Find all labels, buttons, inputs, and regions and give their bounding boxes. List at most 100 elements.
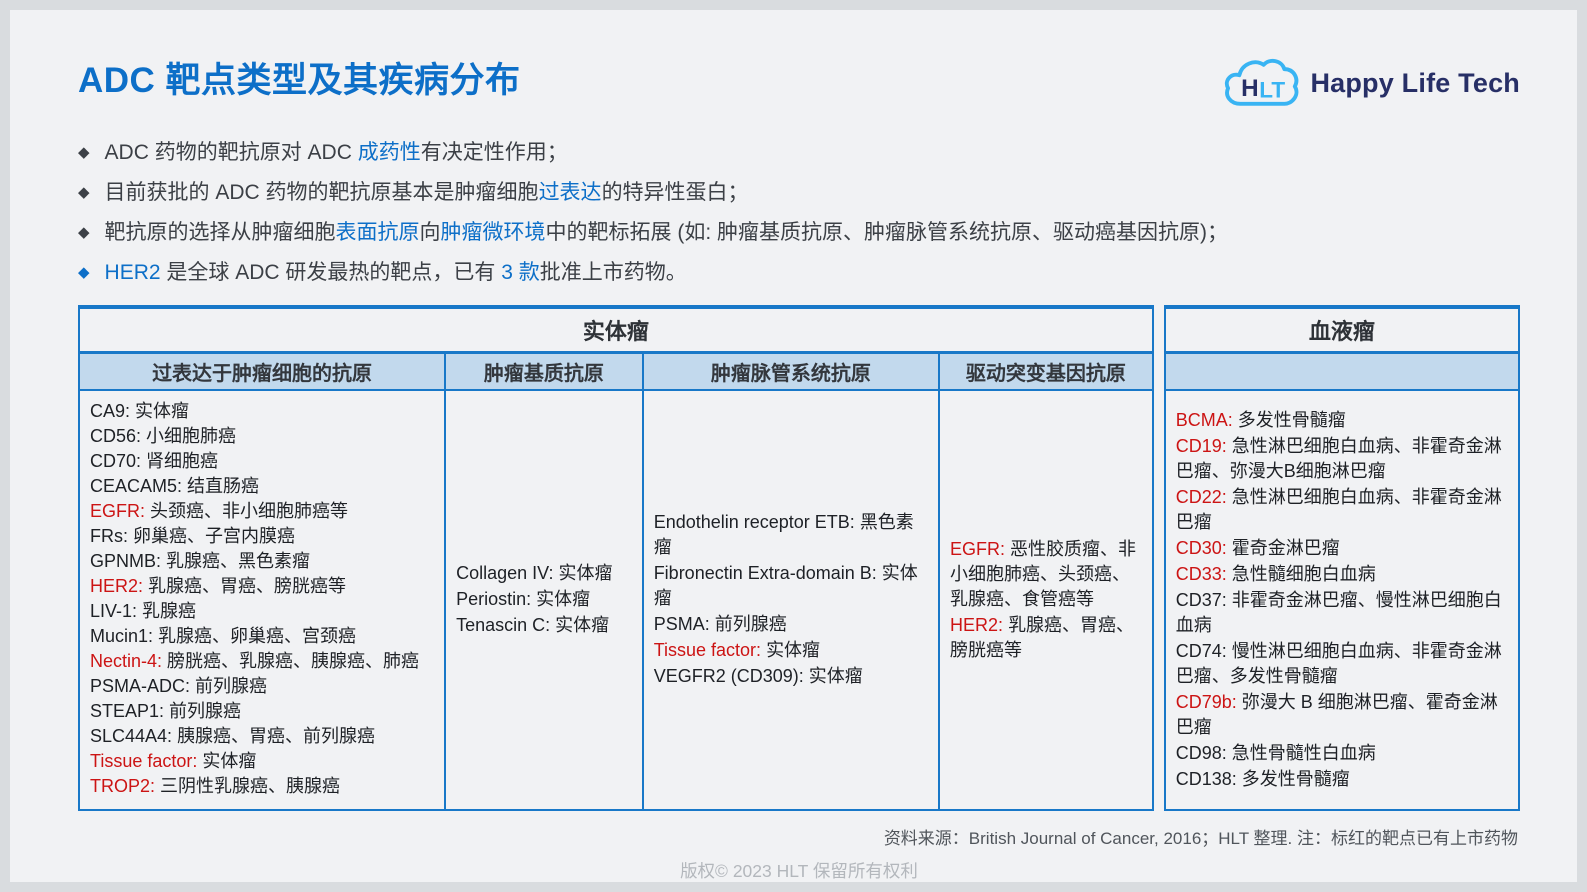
target-diseases: 急性淋巴细胞白血病、非霍奇金淋巴瘤、弥漫大B细胞淋巴瘤 — [1175, 435, 1502, 481]
target-name: STEAP1: — [90, 701, 170, 721]
column-header-driver-mutation: 驱动突变基因抗原 — [938, 351, 1154, 391]
target-entry: CD98: 急性骨髓性白血病 — [1176, 741, 1508, 766]
target-entry: CEACAM5: 结直肠癌 — [90, 474, 434, 499]
blood-tumor-table: 血液瘤 BCMA: 多发性骨髓瘤 CD19: 急性淋巴细胞白血病、非霍奇金淋巴瘤、… — [1163, 305, 1521, 811]
target-diseases: 乳腺癌 — [142, 601, 197, 621]
slide-card: ADC 靶点类型及其疾病分布 H LT Happy Life Tech ◆ ADC… — [10, 10, 1577, 882]
target-diseases: 实体瘤 — [653, 563, 918, 608]
target-entry: CD30: 霍奇金淋巴瘤 — [1176, 536, 1508, 561]
target-name: Tenascin C: — [456, 615, 556, 635]
target-name: CD70: — [90, 451, 147, 471]
target-entry: Periostin: 实体瘤 — [456, 587, 632, 612]
svg-text:LT: LT — [1260, 78, 1286, 103]
entry-list: BCMA: 多发性骨髓瘤 CD19: 急性淋巴细胞白血病、非霍奇金淋巴瘤、弥漫大B… — [1176, 408, 1508, 792]
target-entry: Endothelin receptor ETB: 黑色素瘤 — [654, 510, 928, 560]
target-name: VEGFR2 (CD309): — [653, 666, 809, 686]
solid-tumor-table: 实体瘤 过表达于肿瘤细胞的抗原 肿瘤基质抗原 肿瘤脉管系统抗原 驱动突变基因抗原… — [77, 305, 1154, 811]
stroma-cell: Collagen IV: 实体瘤 Periostin: 实体瘤 Tenascin C… — [444, 389, 644, 811]
target-name: Tissue factor: — [90, 751, 203, 771]
target-diseases: 实体瘤 — [766, 640, 821, 660]
target-name: PSMA: — [653, 614, 715, 634]
target-entry: CD79b: 弥漫大 B 细胞淋巴瘤、霍奇金淋巴瘤 — [1176, 690, 1508, 740]
target-entry: Tissue factor: 实体瘤 — [654, 638, 928, 663]
bullet-diamond-icon: ◆ — [78, 184, 90, 201]
target-entry: PSMA: 前列腺癌 — [654, 612, 928, 637]
target-entry: GPNMB: 乳腺癌、黑色素瘤 — [90, 549, 434, 574]
target-diseases: 三阴性乳腺癌、胰腺癌 — [160, 776, 341, 796]
target-name: CA9: — [90, 401, 136, 421]
target-name: LIV-1: — [90, 601, 143, 621]
target-entry: HER2: 乳腺癌、胃癌、膀胱癌等 — [90, 574, 434, 599]
target-diseases: 卵巢癌、子宫内膜癌 — [133, 526, 295, 546]
target-diseases: 实体瘤 — [558, 563, 613, 583]
target-entry: CA9: 实体瘤 — [90, 399, 434, 424]
bullet-diamond-icon: ◆ — [78, 224, 90, 241]
target-name: Periostin: — [456, 589, 537, 609]
target-diseases: 急性骨髓性白血病 — [1231, 742, 1376, 763]
target-diseases: 实体瘤 — [135, 401, 190, 421]
target-name: CD19: — [1175, 435, 1232, 456]
target-diseases: 前列腺癌 — [169, 701, 242, 721]
target-name: SLC44A4: — [90, 726, 178, 746]
target-entry: Collagen IV: 实体瘤 — [456, 561, 632, 586]
source-note: 资料来源：British Journal of Cancer, 2016；HLT… — [883, 829, 1518, 848]
column-header-vasculature: 肿瘤脉管系统抗原 — [641, 351, 941, 391]
target-entry: CD70: 肾细胞癌 — [90, 449, 434, 474]
target-entry: VEGFR2 (CD309): 实体瘤 — [654, 664, 928, 689]
target-name: CD79b: — [1175, 691, 1242, 712]
target-diseases: 膀胱癌、乳腺癌、胰腺癌、肺癌 — [167, 651, 420, 671]
target-entry: CD37: 非霍奇金淋巴瘤、慢性淋巴细胞白血病 — [1176, 588, 1508, 638]
target-entry: CD138: 多发性骨髓瘤 — [1176, 767, 1508, 792]
bullet-text: HER2 是全球 ADC 研发最热的靶点，已有 3 款批准上市药物。 — [104, 261, 687, 284]
overexpressed-cell: CA9: 实体瘤 CD56: 小细胞肺癌 CD70: 肾细胞癌 CEACAM5: 结直… — [77, 389, 447, 811]
blood-tumor-subheader-empty — [1163, 351, 1521, 391]
target-name: CD22: — [1175, 486, 1232, 507]
vasculature-cell: Endothelin receptor ETB: 黑色素瘤 Fibronectin… — [641, 389, 941, 811]
cloud-logo-icon: H LT — [1225, 58, 1299, 106]
target-diseases: 急性淋巴细胞白血病、非霍奇金淋巴瘤 — [1175, 486, 1502, 532]
target-entry: CD74: 慢性淋巴细胞白血病、非霍奇金淋巴瘤、多发性骨髓瘤 — [1176, 639, 1508, 689]
target-name: HER2: — [950, 614, 1009, 635]
target-tables: 实体瘤 过表达于肿瘤细胞的抗原 肿瘤基质抗原 肿瘤脉管系统抗原 驱动突变基因抗原… — [77, 305, 1521, 811]
target-diseases: 慢性淋巴细胞白血病、非霍奇金淋巴瘤、多发性骨髓瘤 — [1175, 640, 1502, 686]
target-entry: Nectin-4: 膀胱癌、乳腺癌、胰腺癌、肺癌 — [90, 649, 434, 674]
target-diseases: 急性髓细胞白血病 — [1231, 563, 1376, 584]
page-title: ADC 靶点类型及其疾病分布 — [78, 61, 521, 100]
bullet-item: ◆ ADC 药物的靶抗原对 ADC 成药性有决定性作用； — [78, 139, 1520, 168]
solid-tumor-group-header: 实体瘤 — [78, 306, 1154, 354]
bullet-diamond-icon: ◆ — [78, 144, 90, 161]
target-name: Endothelin receptor ETB: — [653, 512, 860, 532]
target-entry: CD33: 急性髓细胞白血病 — [1176, 562, 1508, 587]
bullet-list: ◆ ADC 药物的靶抗原对 ADC 成药性有决定性作用； ◆ 目前获批的 ADC 药… — [78, 139, 1520, 288]
bullet-text: 靶抗原的选择从肿瘤细胞表面抗原向肿瘤微环境中的靶标拓展 (如: 肿瘤基质抗原、肿… — [104, 221, 1229, 244]
target-diseases: 黑色素瘤 — [653, 512, 914, 557]
target-entry: BCMA: 多发性骨髓瘤 — [1176, 408, 1508, 433]
target-name: CEACAM5: — [90, 476, 188, 496]
target-name: CD56: — [90, 426, 147, 446]
target-name: CD37: — [1175, 589, 1232, 610]
target-diseases: 非霍奇金淋巴瘤、慢性淋巴细胞白血病 — [1175, 589, 1502, 635]
target-diseases: 多发性骨髓瘤 — [1241, 768, 1350, 789]
target-diseases: 恶性胶质瘤、非小细胞肺癌、头颈癌、乳腺癌、食管癌等 — [950, 538, 1137, 609]
target-entry: CD56: 小细胞肺癌 — [90, 424, 434, 449]
target-diseases: 肾细胞癌 — [146, 451, 219, 471]
target-name: FRs: — [90, 526, 133, 546]
target-entry: CD22: 急性淋巴细胞白血病、非霍奇金淋巴瘤 — [1176, 485, 1508, 535]
target-entry: STEAP1: 前列腺癌 — [90, 699, 434, 724]
target-name: Nectin-4: — [90, 651, 168, 671]
target-diseases: 乳腺癌、黑色素瘤 — [166, 551, 311, 571]
target-entry: EGFR: 恶性胶质瘤、非小细胞肺癌、头颈癌、乳腺癌、食管癌等 — [950, 537, 1142, 612]
target-name: CD138: — [1175, 768, 1242, 789]
hlt-logo: H LT Happy Life Tech — [1222, 54, 1520, 112]
target-entry: SLC44A4: 胰腺癌、胃癌、前列腺癌 — [90, 724, 434, 749]
target-name: EGFR: — [950, 538, 1011, 559]
target-diseases: 头颈癌、非小细胞肺癌等 — [150, 501, 349, 521]
target-diseases: 结直肠癌 — [187, 476, 260, 496]
target-entry: HER2: 乳腺癌、胃癌、膀胱癌等 — [950, 613, 1142, 663]
target-entry: PSMA-ADC: 前列腺癌 — [90, 674, 434, 699]
target-diseases: 霍奇金淋巴瘤 — [1231, 537, 1340, 558]
target-diseases: 多发性骨髓瘤 — [1237, 409, 1346, 430]
target-diseases: 乳腺癌、胃癌、膀胱癌等 — [950, 614, 1135, 660]
target-name: HER2: — [90, 576, 149, 596]
target-diseases: 实体瘤 — [536, 589, 591, 609]
